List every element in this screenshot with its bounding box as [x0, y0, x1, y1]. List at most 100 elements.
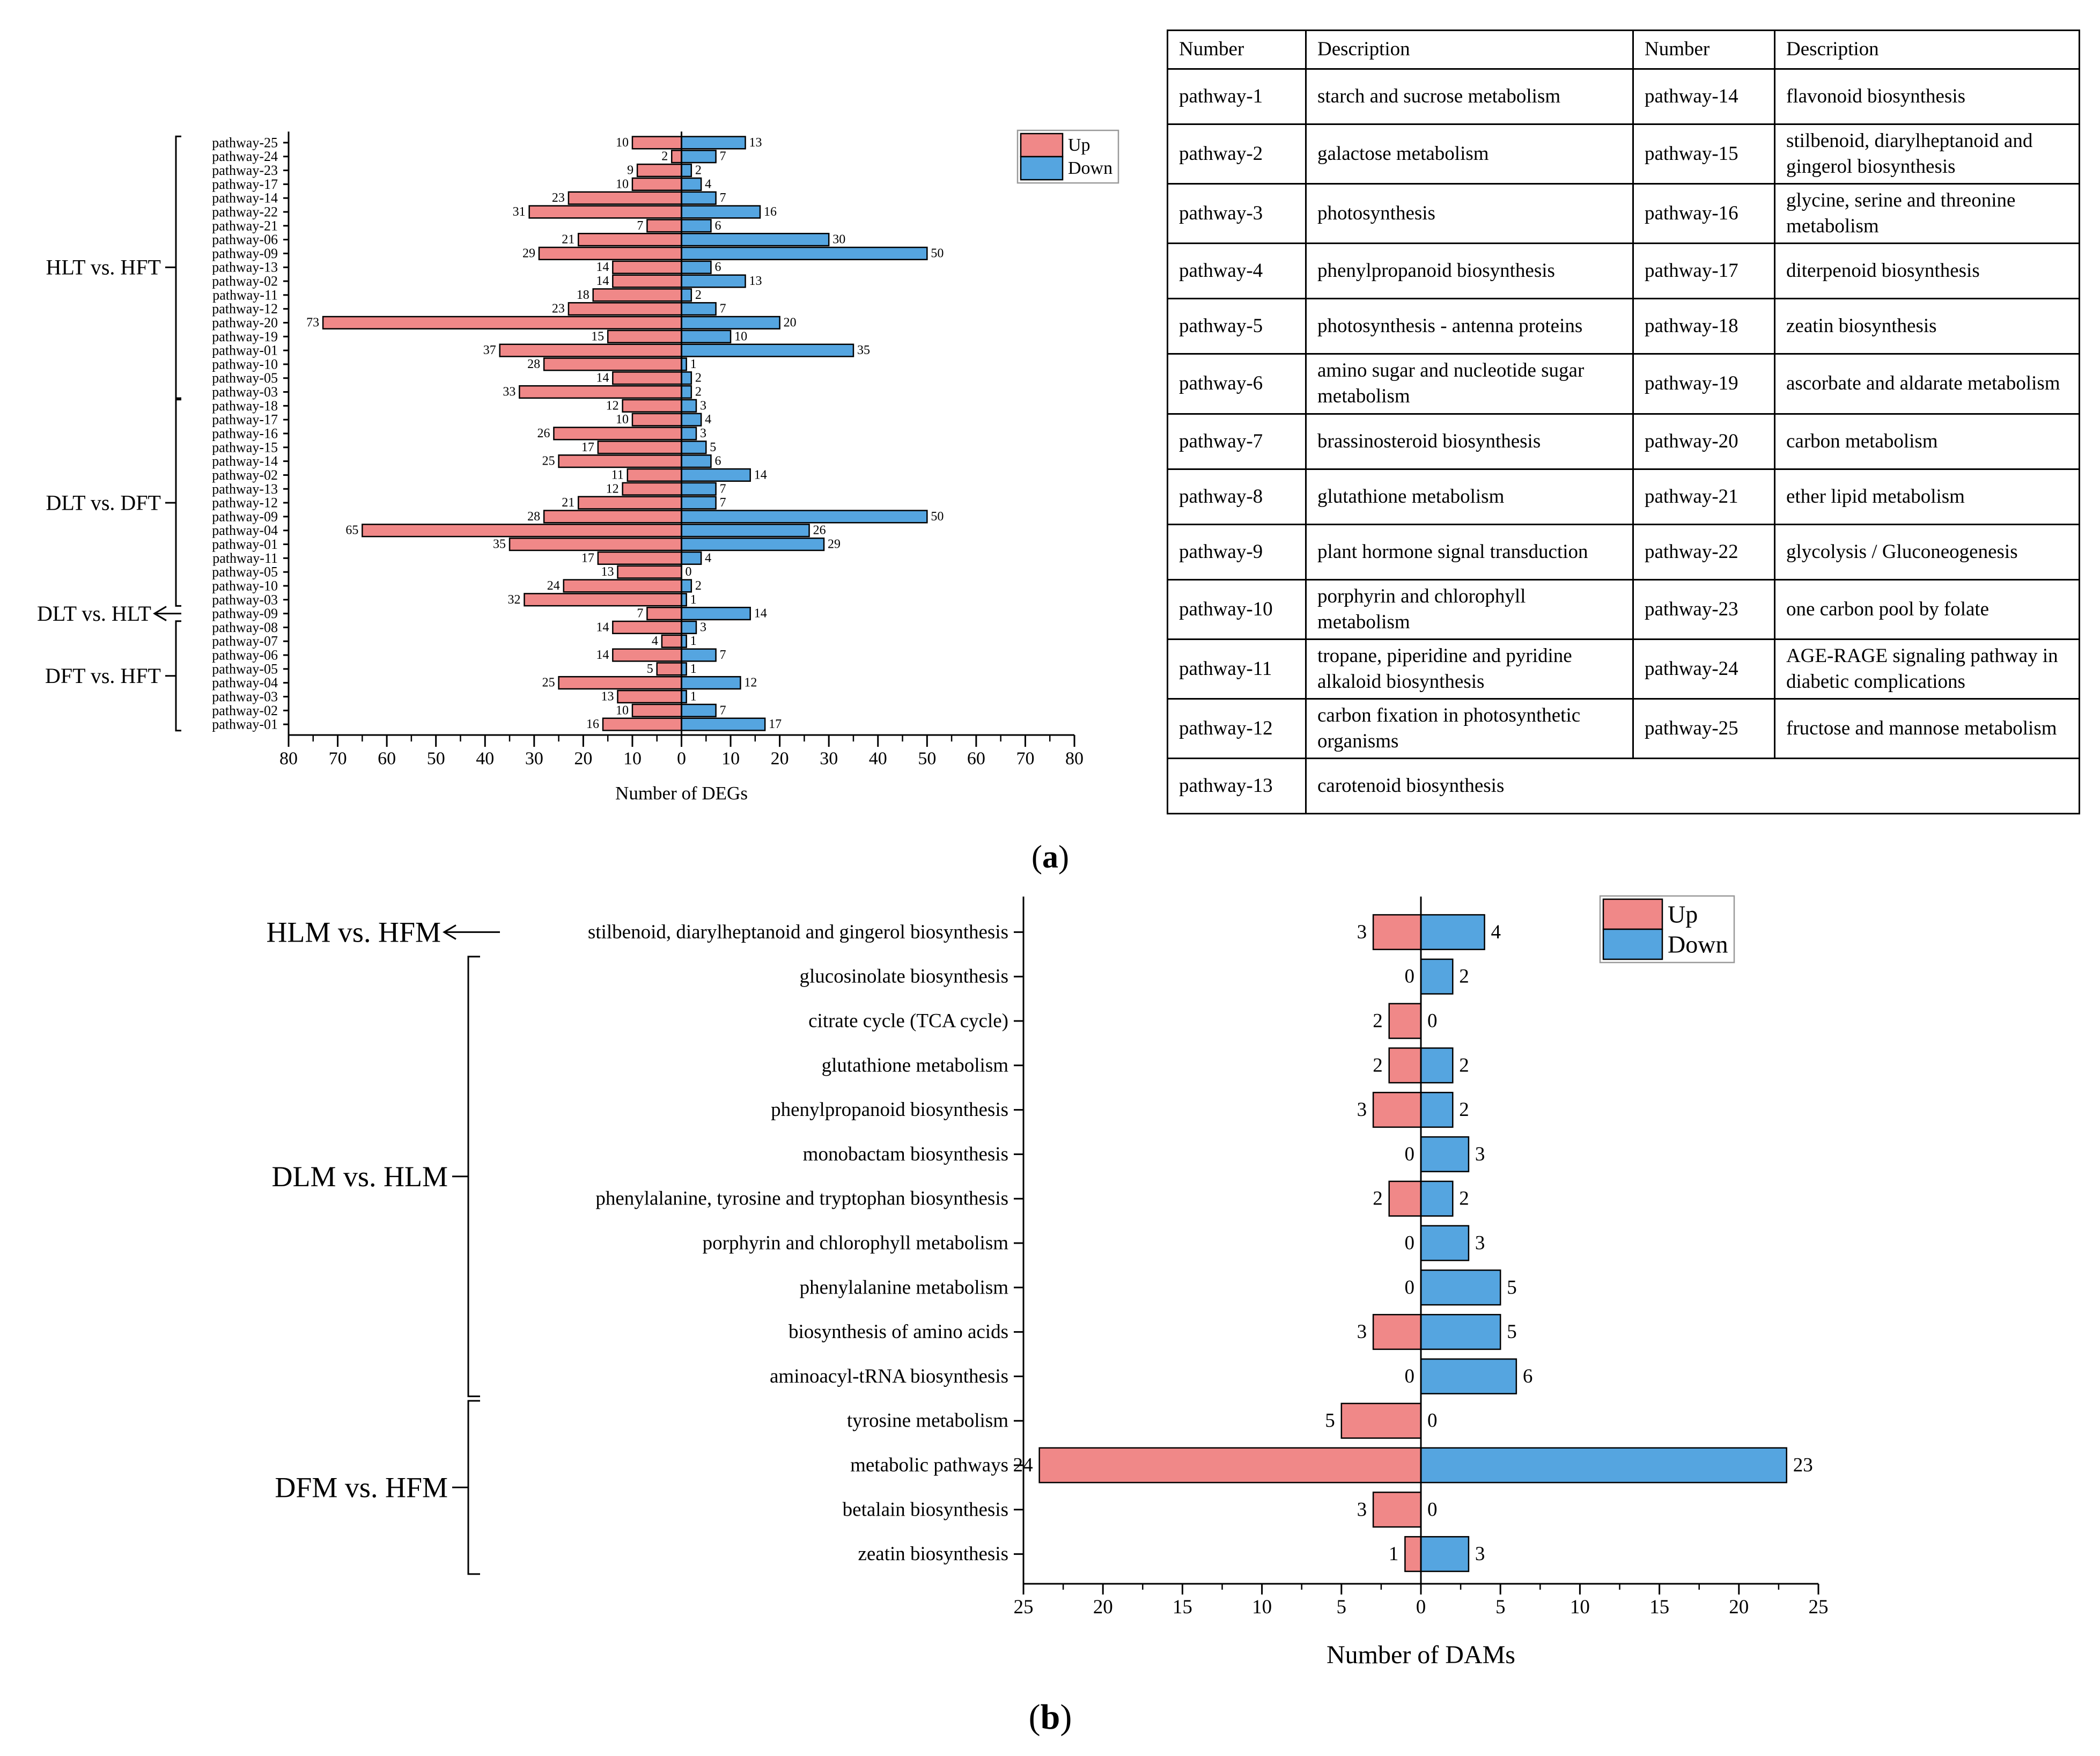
group-arrow-head [443, 924, 456, 940]
value-label-down: 0 [1427, 1410, 1438, 1432]
table-cell: ascorbate and aldarate metabolism [1774, 353, 2080, 415]
value-label-up: 24 [1013, 1454, 1033, 1476]
value-label-down: 4 [705, 177, 711, 191]
value-label-down: 0 [686, 565, 692, 579]
x-tick-label: 0 [677, 748, 686, 768]
table-cell: pathway-15 [1632, 123, 1775, 185]
value-label-up: 10 [616, 177, 629, 191]
value-label-up: 1 [1389, 1543, 1399, 1565]
table-cell: pathway-24 [1632, 638, 1775, 700]
table-cell: galactose metabolism [1305, 123, 1634, 185]
value-label-down: 3 [700, 399, 706, 413]
value-label-down: 7 [720, 496, 726, 510]
bar-up [1340, 1402, 1422, 1439]
bar-down [1420, 958, 1454, 995]
table-cell: pathway-3 [1167, 183, 1307, 245]
x-tick-label: 40 [869, 748, 887, 768]
category-label: metabolic pathways [850, 1454, 1008, 1476]
value-label-down: 50 [931, 246, 944, 260]
category-label: pathway-09 [212, 606, 278, 621]
value-label-up: 0 [1405, 1365, 1415, 1387]
category-label: pathway-04 [212, 675, 278, 690]
value-label-up: 14 [596, 620, 609, 634]
value-label-up: 0 [1405, 966, 1415, 988]
legend-label-down: Down [1668, 931, 1728, 958]
table-cell: zeatin biosynthesis [1774, 298, 2080, 355]
value-label-down: 2 [695, 371, 702, 385]
legend-swatch-down [1020, 156, 1064, 181]
table-cell: carbon fixation in photosynthetic organi… [1305, 697, 1634, 760]
value-label-down: 7 [720, 191, 726, 205]
value-label-up: 4 [652, 634, 658, 648]
value-label-up: 9 [627, 164, 633, 178]
value-label-down: 16 [764, 205, 777, 219]
x-tick-label: 25 [1014, 1596, 1034, 1618]
table-header-row: Number Description Number Description [1167, 30, 2080, 70]
value-label-down: 30 [832, 233, 845, 247]
group-arrow-head [153, 606, 167, 621]
bar-down [1420, 914, 1485, 950]
legend-swatch-down [1602, 928, 1663, 960]
x-tick-label: 20 [574, 748, 592, 768]
legend-swatch-up [1020, 133, 1064, 158]
value-label-up: 5 [647, 662, 653, 676]
table-cell: pathway-18 [1632, 298, 1775, 355]
category-label: glucosinolate biosynthesis [800, 966, 1009, 988]
value-label-down: 23 [1793, 1454, 1813, 1476]
value-label-up: 14 [596, 274, 609, 288]
category-label: pathway-15 [212, 439, 278, 455]
value-label-up: 17 [581, 551, 594, 565]
value-label-up: 3 [1357, 1099, 1367, 1121]
value-label-down: 2 [695, 385, 702, 399]
bar-up [1372, 1314, 1422, 1350]
value-label-down: 1 [690, 357, 697, 371]
table-cell: stilbenoid, diarylheptanoid and gingerol… [1774, 123, 2080, 185]
value-label-down: 1 [690, 689, 697, 703]
x-tick-label: 80 [279, 748, 298, 768]
value-label-down: 0 [1427, 1010, 1438, 1032]
x-tick-label: 40 [476, 748, 494, 768]
bar-up [1372, 914, 1422, 950]
category-label: pathway-01 [212, 343, 278, 358]
table-cell: photosynthesis [1305, 183, 1634, 245]
table-cell: pathway-7 [1167, 413, 1307, 470]
value-label-down: 2 [1459, 1099, 1469, 1121]
value-label-up: 10 [616, 413, 629, 427]
category-label: pathway-02 [212, 703, 278, 718]
table-row: pathway-5 photosynthesis - antenna protei… [1167, 298, 2080, 355]
bar-down [1420, 1047, 1454, 1084]
table-cell: pathway-10 [1167, 578, 1307, 640]
value-label-down: 1 [690, 662, 697, 676]
table-cell: AGE-RAGE signaling pathway in diabetic c… [1774, 638, 2080, 700]
category-label: phenylalanine metabolism [800, 1276, 1009, 1298]
value-label-down: 4 [705, 413, 711, 427]
value-label-up: 7 [637, 219, 643, 233]
value-label-down: 6 [714, 454, 721, 468]
value-label-down: 2 [695, 579, 702, 593]
group-label: HLM vs. HFM [266, 916, 441, 948]
value-label-up: 10 [616, 136, 629, 150]
value-label-down: 2 [695, 164, 702, 178]
value-label-down: 5 [1507, 1276, 1517, 1298]
bar-up [1038, 1447, 1422, 1483]
group-label: HLT vs. HFT [46, 255, 161, 280]
value-label-down: 5 [710, 440, 716, 454]
bar-down [1420, 1225, 1470, 1261]
x-tick-label: 15 [1649, 1596, 1669, 1618]
table-row: pathway-11 tropane, piperidine and pyridi… [1167, 638, 2080, 700]
table-row: pathway-6 amino sugar and nucleotide suga… [1167, 353, 2080, 415]
category-label: biosynthesis of amino acids [789, 1321, 1008, 1343]
value-label-down: 5 [1507, 1321, 1517, 1343]
value-label-up: 2 [1373, 1054, 1383, 1076]
category-label: pathway-05 [212, 661, 278, 677]
x-tick-label: 10 [1252, 1596, 1272, 1618]
table-row: pathway-4 phenylpropanoid biosynthesis pat… [1167, 243, 2080, 300]
bar-down [1420, 1358, 1517, 1394]
x-tick-label: 80 [1065, 748, 1084, 768]
category-label: aminoacyl-tRNA biosynthesis [770, 1365, 1008, 1387]
value-label-up: 0 [1405, 1276, 1415, 1298]
table-cell: carotenoid biosynthesis [1305, 758, 2080, 815]
table-row: pathway-9 plant hormone signal transducti… [1167, 523, 2080, 581]
value-label-down: 20 [784, 315, 797, 329]
category-label: pathway-17 [212, 412, 278, 428]
